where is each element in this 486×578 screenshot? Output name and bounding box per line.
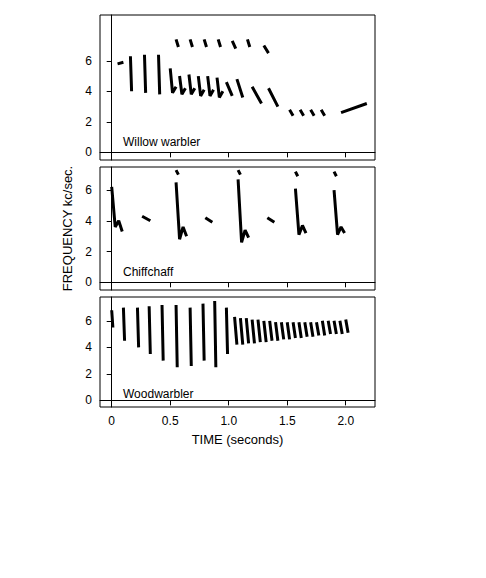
svg-text:2: 2 <box>85 367 92 381</box>
svg-text:0: 0 <box>85 145 92 159</box>
svg-text:2.0: 2.0 <box>337 414 354 428</box>
svg-text:6: 6 <box>85 183 92 197</box>
svg-text:6: 6 <box>85 54 92 68</box>
svg-text:4: 4 <box>85 84 92 98</box>
svg-text:1.5: 1.5 <box>279 414 296 428</box>
svg-text:Chiffchaff: Chiffchaff <box>123 265 174 279</box>
svg-text:Woodwarbler: Woodwarbler <box>123 387 193 401</box>
svg-text:2: 2 <box>85 115 92 129</box>
svg-text:TIME (seconds): TIME (seconds) <box>192 432 284 447</box>
svg-text:FREQUENCY kc/sec.: FREQUENCY kc/sec. <box>60 166 75 291</box>
svg-text:0: 0 <box>85 393 92 407</box>
svg-text:4: 4 <box>85 214 92 228</box>
svg-text:4: 4 <box>85 340 92 354</box>
svg-text:1.0: 1.0 <box>220 414 237 428</box>
svg-text:0.5: 0.5 <box>162 414 179 428</box>
svg-text:Willow warbler: Willow warbler <box>123 135 200 149</box>
svg-text:0: 0 <box>85 275 92 289</box>
svg-text:2: 2 <box>85 245 92 259</box>
svg-text:0: 0 <box>108 414 115 428</box>
svg-text:6: 6 <box>85 314 92 328</box>
